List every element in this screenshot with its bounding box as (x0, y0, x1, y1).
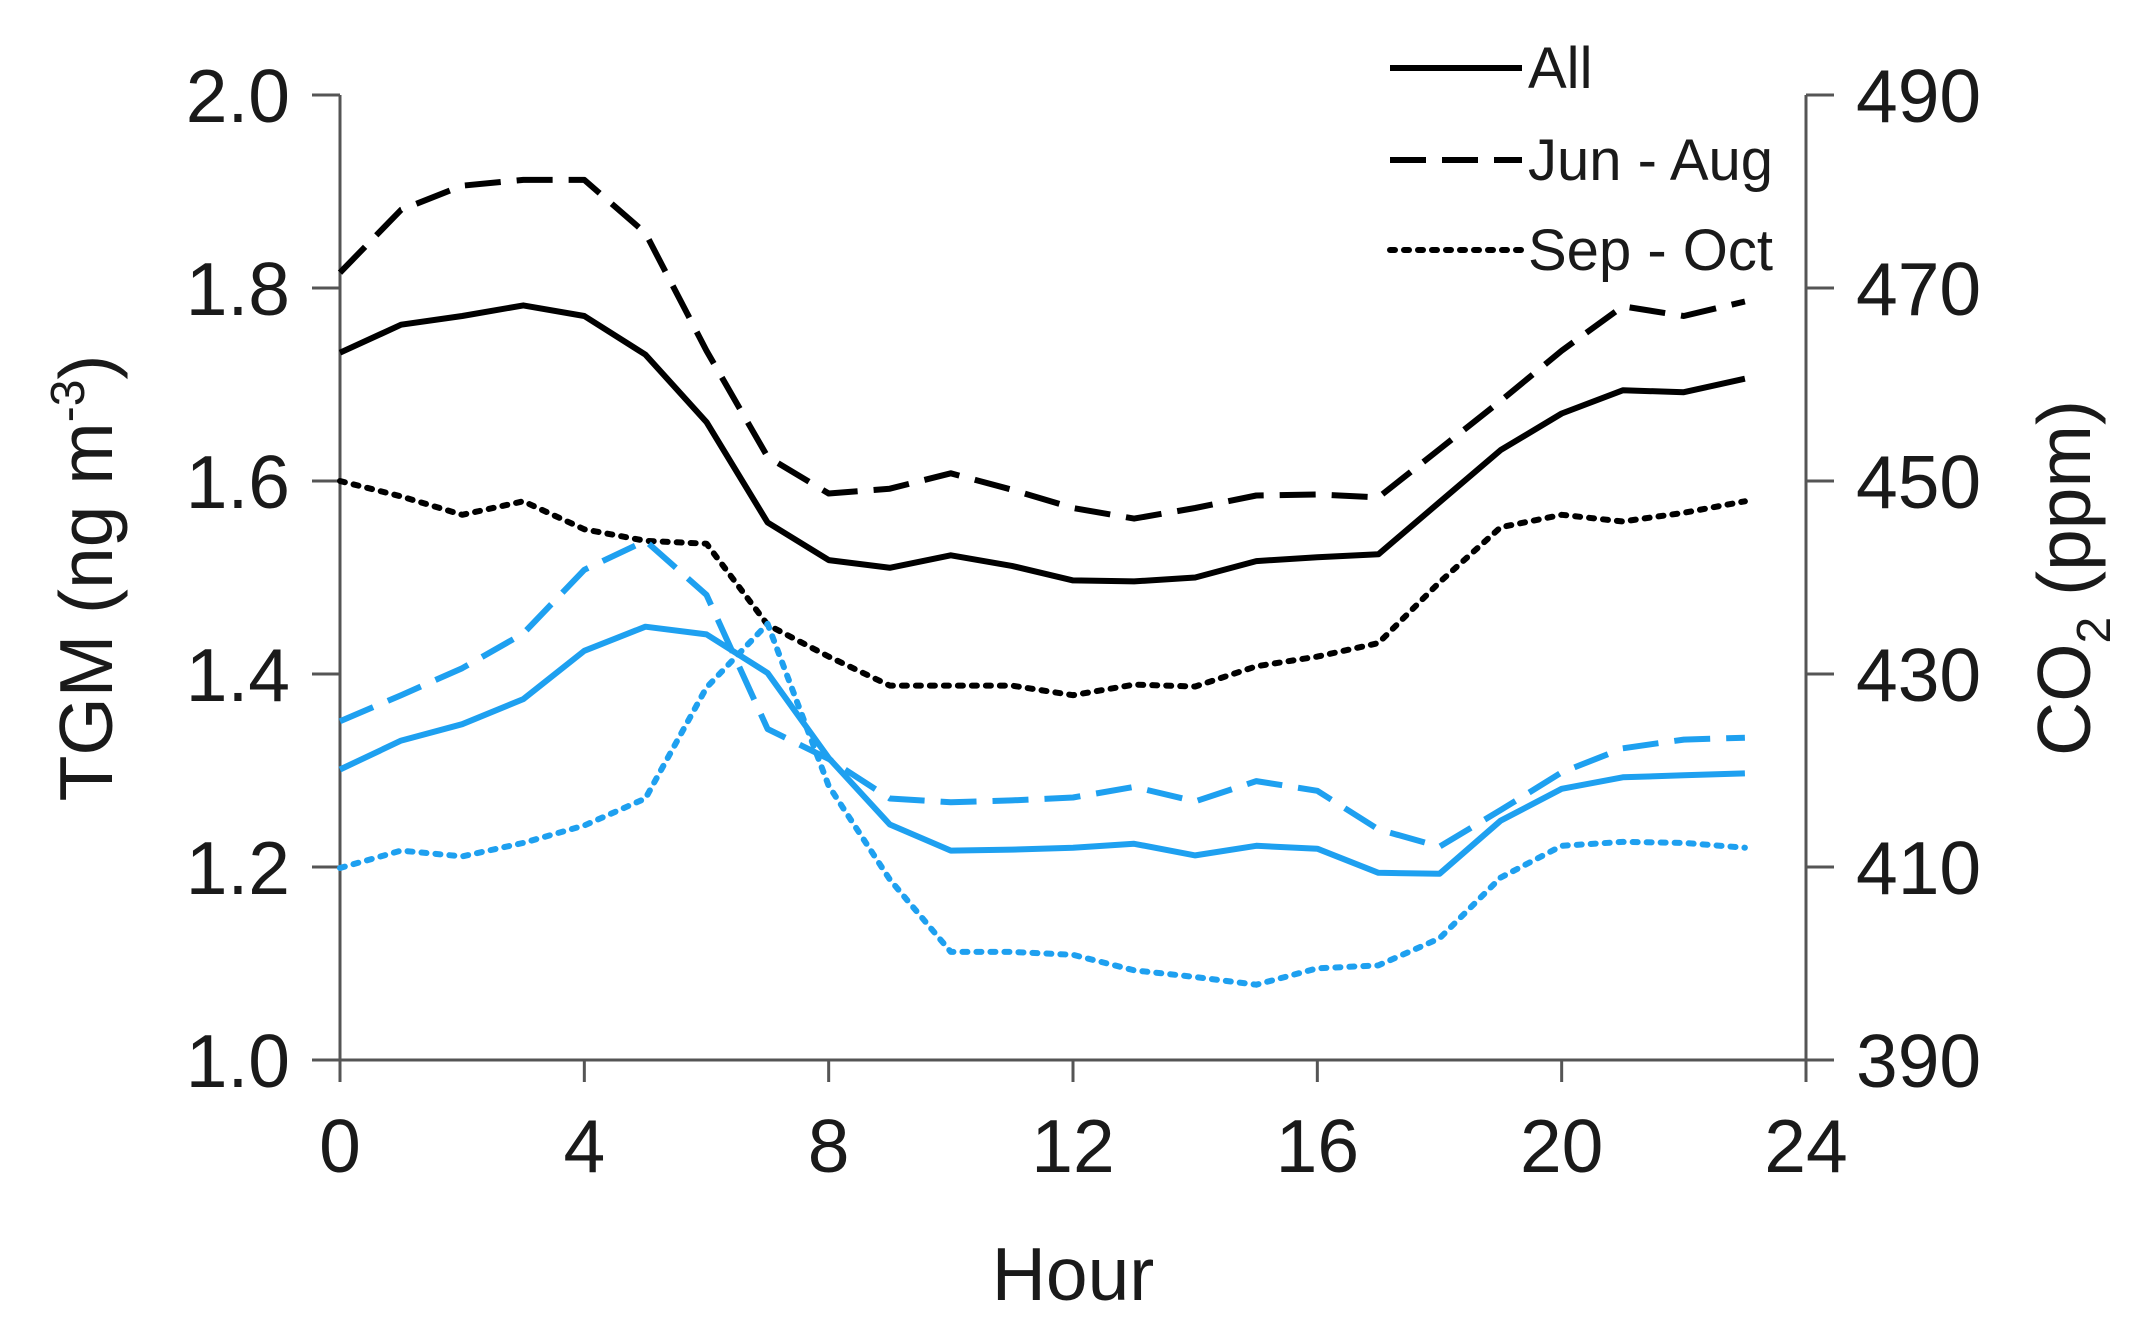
series-line-co2-sep-oct (337, 620, 1748, 988)
right-y-tick-label: 430 (1856, 633, 1981, 717)
series-line-tgm-sep-oct (337, 478, 1748, 699)
right-y-axis-title-subscript: 2 (2068, 617, 2121, 644)
left-y-tick-label: 1.0 (186, 1019, 290, 1103)
x-tick-label: 24 (1764, 1104, 1847, 1188)
left-y-tick-label: 1.8 (186, 247, 290, 331)
right-y-tick-label: 490 (1856, 54, 1981, 138)
x-tick-label: 16 (1276, 1104, 1359, 1188)
x-tick-label: 0 (319, 1104, 361, 1188)
x-tick-label: 20 (1520, 1104, 1603, 1188)
series-group (337, 176, 1748, 988)
x-tick-label: 4 (563, 1104, 605, 1188)
ticks: 0 4 8 12 16 20 24 1.0 1.2 1.4 1.6 1.8 2.0 390 410 430 45… (186, 54, 1981, 1188)
right-y-axis-title-tail: (ppm) (2022, 400, 2106, 617)
left-y-tick-label: 1.6 (186, 440, 290, 524)
left-y-axis-title-tail: ) (44, 355, 128, 380)
series-line-tgm-all (338, 302, 1746, 585)
legend-label-sep-oct: Sep - Oct (1528, 218, 1773, 283)
left-y-tick-label: 2.0 (186, 54, 290, 138)
series-line-co2-all (338, 623, 1745, 877)
legend-label-all: All (1528, 36, 1592, 101)
right-y-axis-title-main: CO (2022, 643, 2106, 756)
legend: All Jun - Aug Sep - Oct (1387, 36, 1773, 283)
series-line-tgm-jun-aug (337, 176, 1746, 522)
legend-label-jun-aug: Jun - Aug (1528, 128, 1773, 193)
left-y-tick-label: 1.2 (186, 826, 290, 910)
right-y-tick-label: 390 (1856, 1019, 1981, 1103)
x-axis-title: Hour (992, 1232, 1155, 1316)
series-line-co2-jun-aug (338, 537, 1745, 850)
right-y-tick-label: 410 (1856, 826, 1981, 910)
right-y-tick-label: 450 (1856, 440, 1981, 524)
right-y-tick-label: 470 (1856, 247, 1981, 331)
left-y-tick-label: 1.4 (186, 633, 290, 717)
x-tick-label: 12 (1031, 1104, 1114, 1188)
left-y-axis-title-superscript: -3 (42, 380, 95, 423)
left-y-axis-title: TGM (ng m-3) (42, 355, 128, 802)
right-y-axis-title: CO2 (ppm) (2022, 400, 2121, 756)
left-y-axis-title-main: TGM (ng m (44, 422, 128, 801)
x-tick-label: 8 (808, 1104, 850, 1188)
